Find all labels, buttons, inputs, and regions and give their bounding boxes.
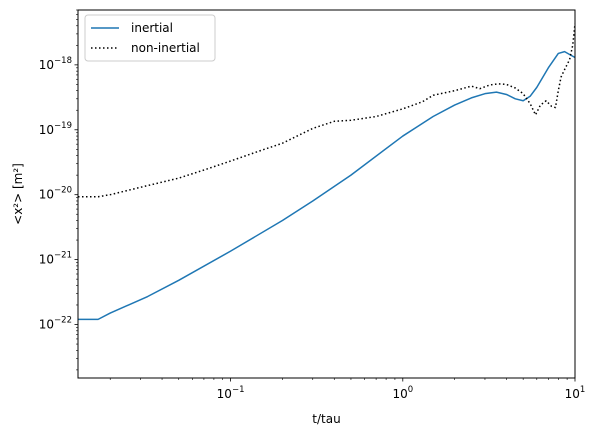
legend-box <box>84 14 216 62</box>
x-tick-label: 10−1 <box>217 385 245 401</box>
x-tick-label: 100 <box>392 385 413 401</box>
legend-label-inertial: inertial <box>131 21 173 35</box>
x-tick-label: 101 <box>565 385 586 401</box>
plot-area <box>78 10 575 378</box>
y-tick-label: 10−20 <box>39 186 72 202</box>
y-tick-label: 10−22 <box>39 316 72 332</box>
y-tick-label: 10−19 <box>39 121 72 137</box>
series-line-non-inertial <box>78 23 575 198</box>
legend-label-non-inertial: non-inertial <box>131 41 200 55</box>
x-axis-label: t/tau <box>312 412 340 426</box>
legend: inertial non-inertial <box>84 14 216 62</box>
y-axis-label: <x²> [m²] <box>11 163 25 225</box>
plot-frame <box>77 9 576 379</box>
y-tick-label: 10−18 <box>39 56 72 72</box>
series-line-inertial <box>78 50 575 321</box>
y-tick-label: 10−21 <box>39 251 72 267</box>
